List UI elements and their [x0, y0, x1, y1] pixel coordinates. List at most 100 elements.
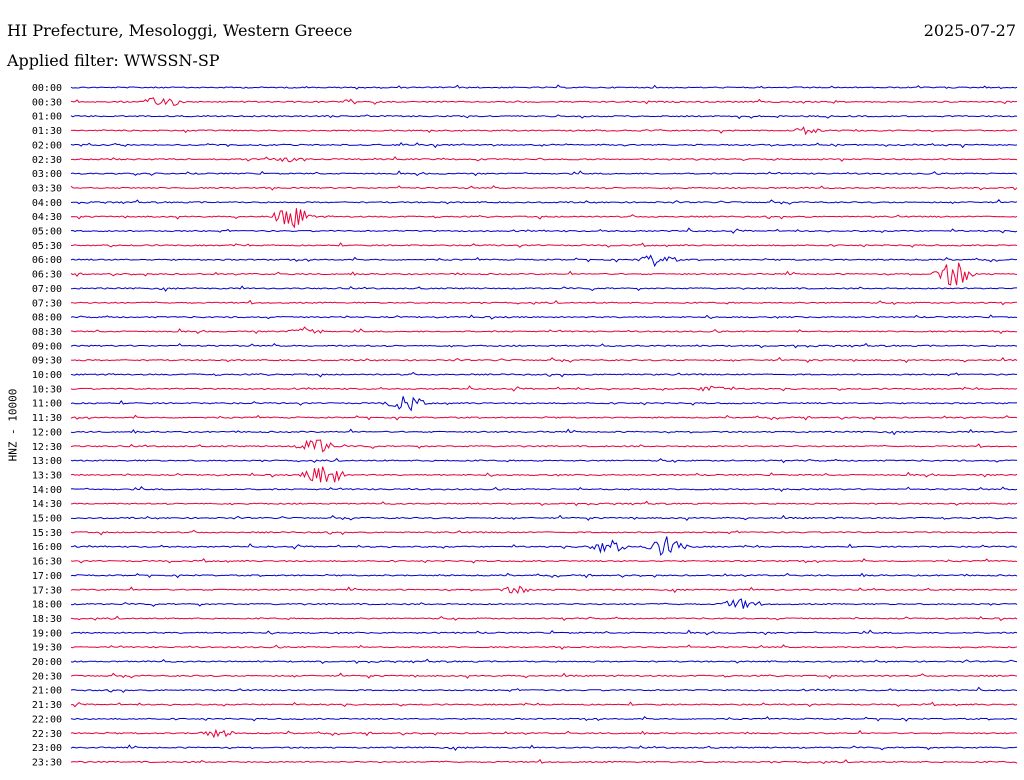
- seismic-trace: [70, 744, 1018, 752]
- trace-time-label: 13:00: [32, 456, 62, 467]
- trace-time-label: 21:00: [32, 686, 62, 697]
- trace-time-label: 10:00: [32, 370, 62, 381]
- seismic-trace: [70, 299, 1018, 306]
- seismic-trace: [70, 170, 1018, 177]
- trace-time-label: 02:00: [32, 140, 62, 151]
- seismic-trace: [70, 500, 1018, 507]
- seismic-trace: [70, 227, 1018, 234]
- filter-label: Applied filter: WWSSN-SP: [7, 51, 220, 70]
- trace-time-label: 02:30: [32, 155, 62, 166]
- trace-time-label: 20:30: [32, 671, 62, 682]
- trace-time-label: 06:30: [32, 270, 62, 281]
- trace-time-label: 05:00: [32, 227, 62, 238]
- seismic-trace: [70, 385, 1018, 392]
- trace-time-label: 08:30: [32, 327, 62, 338]
- trace-time-label: 22:00: [32, 714, 62, 725]
- trace-time-label: 08:00: [32, 313, 62, 324]
- trace-time-label: 00:30: [32, 97, 62, 108]
- seismic-trace: [70, 97, 1018, 106]
- seismic-trace: [70, 428, 1017, 436]
- trace-time-label: 17:30: [32, 585, 62, 596]
- seismic-trace: [70, 457, 1017, 464]
- seismic-trace: [70, 644, 1018, 650]
- seismic-trace: [70, 715, 1018, 722]
- trace-time-label: 17:00: [32, 571, 62, 582]
- seismic-trace: [70, 658, 1018, 665]
- seismic-trace: [70, 701, 1018, 708]
- trace-time-label: 23:00: [32, 743, 62, 754]
- trace-time-label: 18:30: [32, 614, 62, 625]
- seismic-trace: [70, 758, 1018, 765]
- trace-time-label: 16:30: [32, 557, 62, 568]
- seismic-trace: [70, 585, 1018, 595]
- seismic-trace: [70, 356, 1018, 364]
- trace-time-label: 15:00: [32, 514, 62, 525]
- seismic-trace: [70, 615, 1018, 622]
- trace-time-label: 19:30: [32, 643, 62, 654]
- seismic-trace: [70, 326, 1018, 335]
- trace-time-label: 21:30: [32, 700, 62, 711]
- trace-time-label: 06:00: [32, 255, 62, 266]
- trace-time-label: 23:30: [32, 757, 62, 768]
- trace-time-label: 04:00: [32, 198, 62, 209]
- trace-time-label: 11:30: [32, 413, 62, 424]
- trace-time-label: 07:30: [32, 298, 62, 309]
- seismic-trace: [71, 514, 1018, 521]
- seismic-trace: [70, 126, 1018, 136]
- seismic-trace: [70, 728, 1018, 739]
- seismic-trace: [70, 242, 1018, 248]
- trace-time-label: 00:00: [32, 83, 62, 94]
- seismic-trace: [70, 439, 1018, 453]
- seismic-trace: [70, 536, 1018, 557]
- trace-time-label: 07:00: [32, 284, 62, 295]
- trace-time-label: 12:00: [32, 427, 62, 438]
- seismic-trace: [70, 262, 1018, 286]
- seismic-trace: [70, 572, 1018, 579]
- trace-time-label: 12:30: [32, 442, 62, 453]
- trace-time-label: 20:00: [32, 657, 62, 668]
- seismic-trace: [70, 185, 1018, 191]
- seismic-trace: [70, 314, 1018, 320]
- trace-time-label: 01:30: [32, 126, 62, 137]
- trace-time-label: 11:00: [32, 399, 62, 410]
- trace-time-label: 03:30: [32, 183, 62, 194]
- seismic-trace: [70, 598, 1018, 609]
- trace-time-label: 03:00: [32, 169, 62, 180]
- seismic-trace: [70, 686, 1018, 694]
- seismic-trace: [70, 672, 1018, 679]
- trace-time-label: 14:30: [32, 499, 62, 510]
- trace-time-label: 19:00: [32, 628, 62, 639]
- seismic-trace: [70, 466, 1018, 483]
- seismic-trace: [70, 142, 1018, 149]
- seismic-trace: [70, 629, 1018, 636]
- seismic-trace: [70, 396, 1018, 412]
- seismic-trace: [70, 285, 1017, 292]
- trace-time-label: 09:00: [32, 341, 62, 352]
- seismic-trace: [70, 114, 1018, 120]
- seismic-trace: [70, 208, 1018, 229]
- seismic-trace: [70, 84, 1018, 90]
- seismic-trace: [70, 254, 1018, 268]
- trace-time-label: 01:00: [32, 112, 62, 123]
- station-title: HI Prefecture, Mesologgi, Western Greece: [7, 21, 353, 40]
- seismic-trace: [70, 342, 1018, 349]
- trace-time-label: 15:30: [32, 528, 62, 539]
- trace-time-label: 05:30: [32, 241, 62, 252]
- trace-time-label: 13:30: [32, 470, 62, 481]
- seismic-trace: [70, 156, 1018, 163]
- trace-time-label: 04:30: [32, 212, 62, 223]
- seismic-trace: [70, 558, 1018, 564]
- seismic-trace: [70, 371, 1017, 378]
- trace-time-label: 10:30: [32, 384, 62, 395]
- seismic-trace: [70, 199, 1018, 205]
- trace-time-label: 14:00: [32, 485, 62, 496]
- date-label: 2025-07-27: [923, 21, 1016, 40]
- trace-time-label: 16:00: [32, 542, 62, 553]
- trace-time-label: 18:00: [32, 600, 62, 611]
- trace-time-label: 22:30: [32, 729, 62, 740]
- seismic-trace: [70, 414, 1018, 421]
- seismic-trace: [70, 486, 1018, 493]
- seismic-trace: [70, 529, 1018, 536]
- trace-time-label: 09:30: [32, 356, 62, 367]
